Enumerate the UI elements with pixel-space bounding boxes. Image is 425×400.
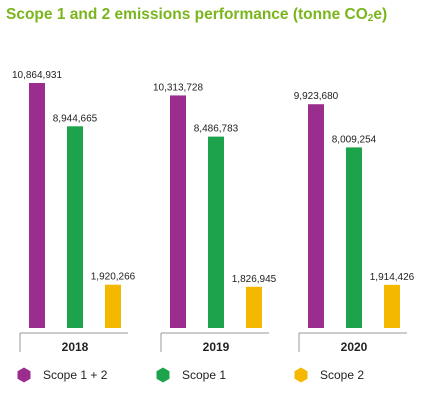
legend-label-scope2: Scope 2 <box>320 368 364 382</box>
value-label-scope2-2018: 1,920,266 <box>91 272 136 283</box>
value-label-scope2-2020: 1,914,426 <box>370 272 415 283</box>
year-bracket-2019 <box>160 332 269 352</box>
bar-scope12-2018 <box>29 83 45 328</box>
legend-hexagon-scope2 <box>294 367 308 383</box>
value-label-scope1-2020: 8,009,254 <box>332 134 377 145</box>
chart-title-end: e) <box>373 6 388 23</box>
bar-scope2-2019 <box>246 286 262 328</box>
value-label-scope12-2019: 10,313,728 <box>153 82 203 93</box>
legend-hexagon-scope1 <box>156 367 170 383</box>
value-label-scope12-2018: 10,864,931 <box>12 70 62 81</box>
legend-label-scope1: Scope 1 <box>182 368 226 382</box>
value-label-scope1-2018: 8,944,665 <box>53 113 98 124</box>
bar-scope1-2019 <box>208 136 224 328</box>
chart-title-subscript: 2 <box>367 13 374 24</box>
bar-scope1-2018 <box>67 126 83 328</box>
year-label-2020: 2020 <box>341 340 368 354</box>
bar-scope12-2019 <box>170 95 186 328</box>
year-bracket-2018 <box>19 332 128 352</box>
bar-scope12-2020 <box>308 104 324 328</box>
bar-scope1-2020 <box>346 147 362 328</box>
chart-title-main: Scope 1 and 2 emissions performance (ton… <box>6 6 368 23</box>
bar-scope2-2018 <box>105 284 121 328</box>
value-label-scope12-2020: 9,923,680 <box>294 91 339 102</box>
legend-hexagon-scope12 <box>17 367 31 383</box>
year-bracket-2020 <box>298 332 407 352</box>
year-label-2018: 2018 <box>62 340 89 354</box>
legend-label-scope12: Scope 1 + 2 <box>43 368 108 382</box>
chart-title: Scope 1 and 2 emissions performance (ton… <box>6 6 387 24</box>
value-label-scope1-2019: 8,486,783 <box>194 124 239 135</box>
bar-scope2-2020 <box>384 284 400 328</box>
value-label-scope2-2019: 1,826,945 <box>232 274 277 285</box>
year-label-2019: 2019 <box>203 340 230 354</box>
